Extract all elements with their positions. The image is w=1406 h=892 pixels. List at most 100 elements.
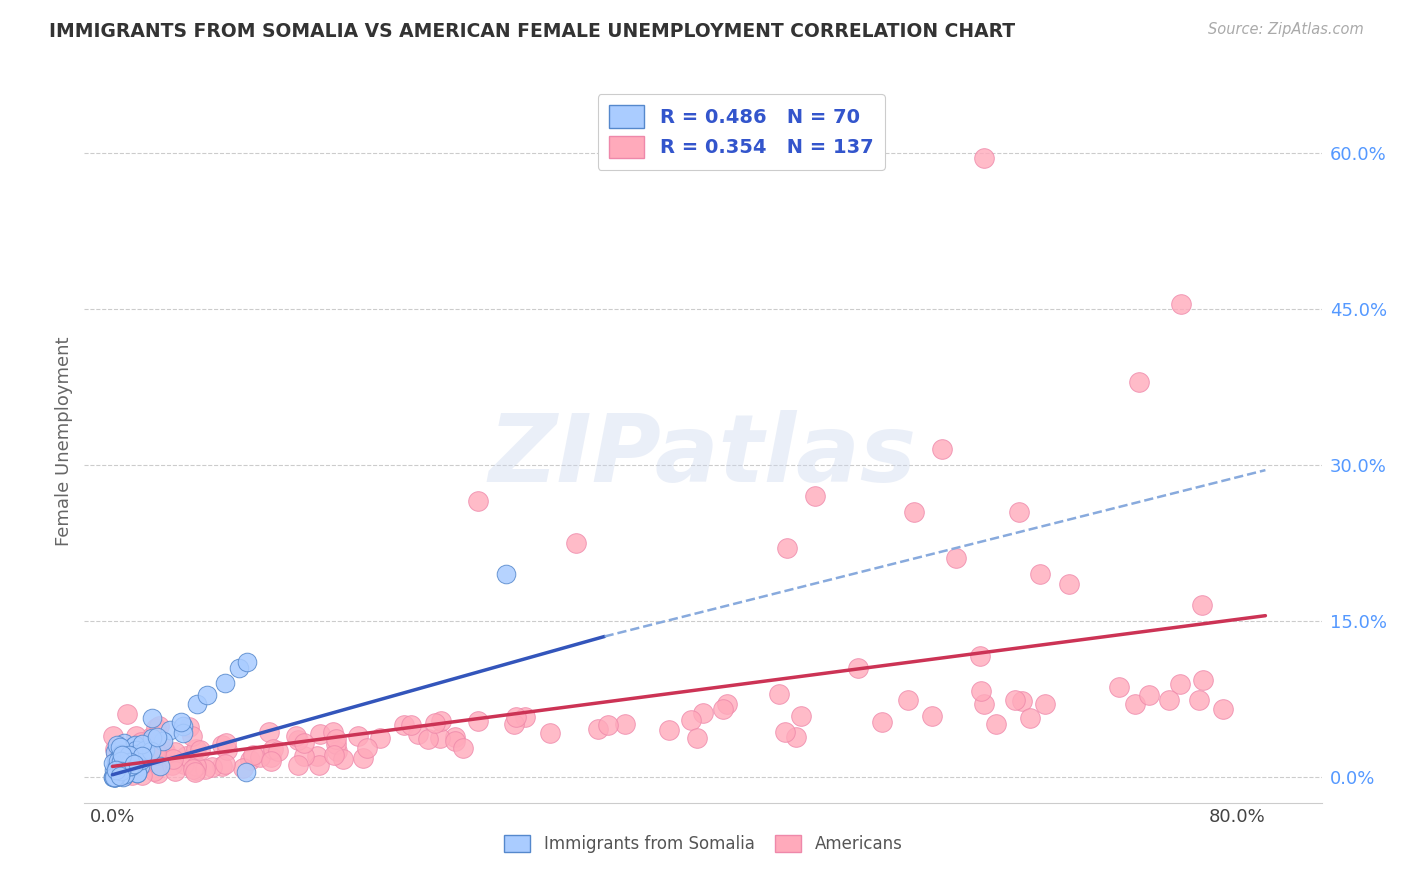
Point	[429, 731, 451, 745]
Point	[789, 709, 811, 723]
Point	[347, 729, 370, 743]
Point	[406, 727, 429, 741]
Point	[134, 743, 156, 757]
Point	[284, 729, 307, 743]
Point	[105, 759, 128, 773]
Point	[565, 536, 588, 550]
Point	[115, 745, 138, 759]
Point	[108, 758, 131, 772]
Point	[292, 749, 315, 764]
Point	[356, 741, 378, 756]
Point	[242, 748, 264, 763]
Point	[451, 741, 474, 756]
Point	[870, 715, 893, 730]
Point	[1170, 297, 1192, 311]
Point	[184, 759, 207, 773]
Point	[121, 750, 143, 764]
Point	[973, 151, 995, 165]
Point	[973, 697, 995, 711]
Point	[1137, 688, 1160, 702]
Point	[101, 770, 124, 784]
Point	[228, 660, 250, 674]
Point	[174, 748, 197, 763]
Point	[1188, 693, 1211, 707]
Point	[945, 551, 967, 566]
Point	[804, 489, 827, 503]
Point	[141, 710, 163, 724]
Point	[430, 714, 453, 729]
Point	[110, 758, 132, 772]
Point	[107, 754, 129, 768]
Point	[495, 567, 517, 582]
Point	[692, 706, 714, 720]
Point	[111, 767, 134, 781]
Point	[711, 701, 734, 715]
Point	[188, 742, 211, 756]
Point	[1212, 702, 1234, 716]
Point	[588, 722, 610, 736]
Point	[131, 757, 153, 772]
Point	[104, 770, 127, 784]
Point	[104, 770, 127, 784]
Point	[186, 697, 208, 711]
Point	[172, 726, 194, 740]
Point	[1123, 697, 1146, 711]
Point	[332, 752, 354, 766]
Point	[143, 764, 166, 779]
Point	[131, 748, 153, 763]
Point	[259, 724, 281, 739]
Text: ZIPatlas: ZIPatlas	[489, 410, 917, 502]
Point	[107, 763, 129, 777]
Point	[249, 749, 271, 764]
Point	[686, 731, 709, 745]
Point	[1159, 693, 1181, 707]
Point	[305, 749, 328, 764]
Point	[1191, 599, 1213, 613]
Point	[104, 754, 127, 768]
Point	[104, 745, 127, 759]
Point	[1128, 375, 1150, 389]
Point	[214, 757, 236, 772]
Point	[141, 740, 163, 755]
Point	[239, 753, 262, 767]
Point	[105, 763, 128, 777]
Point	[110, 764, 132, 779]
Point	[444, 734, 467, 748]
Point	[131, 767, 153, 781]
Point	[214, 676, 236, 690]
Text: IMMIGRANTS FROM SOMALIA VS AMERICAN FEMALE UNEMPLOYMENT CORRELATION CHART: IMMIGRANTS FROM SOMALIA VS AMERICAN FEMA…	[49, 22, 1015, 41]
Point	[165, 745, 187, 759]
Point	[969, 648, 991, 663]
Text: Source: ZipAtlas.com: Source: ZipAtlas.com	[1208, 22, 1364, 37]
Point	[596, 718, 619, 732]
Point	[103, 729, 125, 743]
Point	[1018, 711, 1040, 725]
Point	[120, 759, 142, 773]
Point	[184, 764, 207, 779]
Point	[128, 759, 150, 773]
Point	[773, 725, 796, 739]
Point	[716, 697, 738, 711]
Point	[139, 730, 162, 744]
Point	[215, 735, 238, 749]
Point	[614, 717, 637, 731]
Point	[108, 740, 131, 755]
Point	[292, 735, 315, 749]
Point	[181, 729, 204, 743]
Point	[114, 760, 136, 774]
Point	[112, 764, 135, 779]
Point	[232, 761, 254, 775]
Point	[211, 738, 233, 752]
Point	[103, 770, 125, 784]
Point	[181, 762, 204, 776]
Point	[162, 752, 184, 766]
Point	[110, 747, 132, 761]
Point	[124, 738, 146, 752]
Point	[785, 730, 807, 744]
Point	[423, 715, 446, 730]
Point	[103, 770, 125, 784]
Point	[131, 737, 153, 751]
Point	[287, 733, 309, 747]
Point	[658, 723, 681, 738]
Point	[538, 725, 561, 739]
